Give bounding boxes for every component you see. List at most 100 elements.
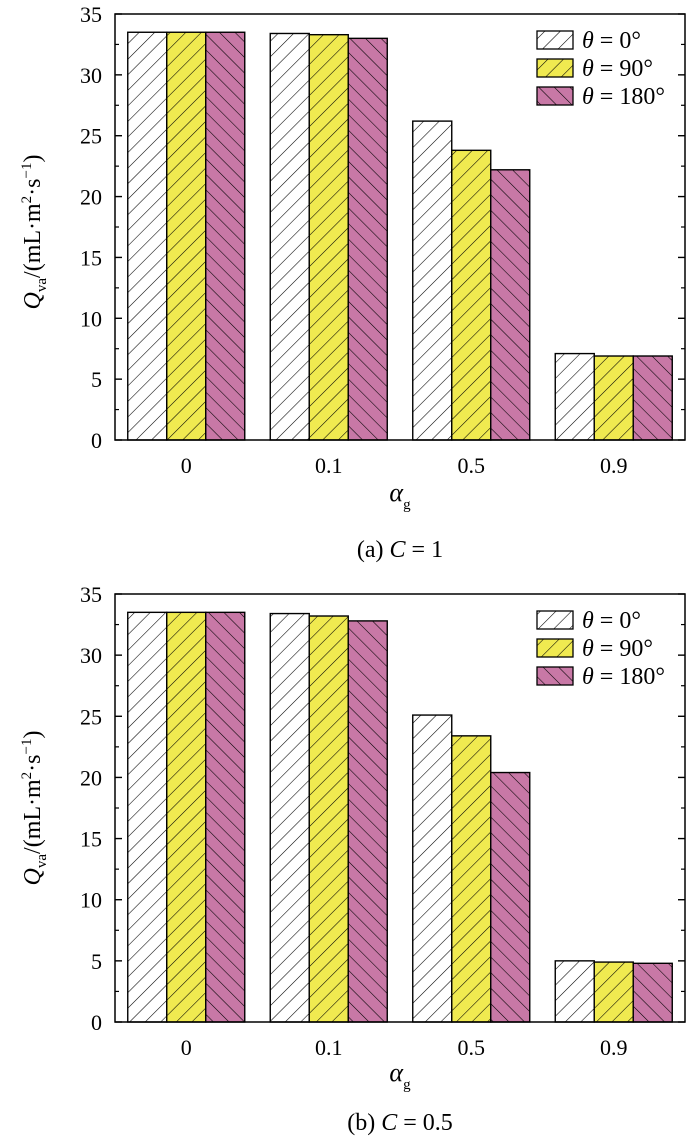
plot-area-a: 0 5 10 15 20 25 30 35 0 0.1 0.5 0.9 xyxy=(80,2,686,478)
bar-hatch xyxy=(127,31,168,441)
bar-a-s1-c0 xyxy=(166,31,207,441)
y-tick-label: 35 xyxy=(80,582,102,607)
bar-a-s0-c3 xyxy=(554,352,595,441)
x-axis-title-sub: g xyxy=(403,1077,411,1093)
legend-swatch xyxy=(536,610,574,630)
x-tick-label: 0.1 xyxy=(315,1035,343,1060)
x-tick-label: 0 xyxy=(181,453,192,478)
y-axis-title-unit: /(mL·m xyxy=(20,779,46,854)
bar-a-s0-c0 xyxy=(127,31,168,441)
caption-a: (a) C = 1 xyxy=(357,537,443,563)
x-tick-label: 0.5 xyxy=(458,453,486,478)
bar-b-s2-c0 xyxy=(205,611,246,1023)
y-tick-label: 15 xyxy=(80,827,102,852)
bar-b-s1-c2 xyxy=(451,735,492,1023)
legend-value: = 90° xyxy=(594,636,653,662)
caption-eq: = 0.5 xyxy=(397,1110,453,1136)
bar-hatch xyxy=(632,355,673,441)
x-tick-label: 0.9 xyxy=(600,1035,628,1060)
y-axis-title-mid: ·s xyxy=(20,178,46,195)
x-tick-label: 0.1 xyxy=(315,453,343,478)
legend-label: θ = 90° xyxy=(582,56,653,82)
caption-b: (b) C = 0.5 xyxy=(347,1110,453,1136)
legend-swatch xyxy=(536,30,574,50)
bar-a-s1-c1 xyxy=(308,33,349,441)
bar-a-s0-c2 xyxy=(412,120,453,441)
x-axis-title-sub: g xyxy=(403,497,411,513)
y-tick-label: 5 xyxy=(91,949,102,974)
legend-value: = 180° xyxy=(594,84,665,110)
x-tick-label: 0.9 xyxy=(600,453,628,478)
y-tick-label: 25 xyxy=(80,124,102,149)
bar-hatch xyxy=(166,31,207,441)
bar-b-s0-c3 xyxy=(554,960,595,1023)
bar-b-s2-c3 xyxy=(632,962,673,1023)
bar-hatch xyxy=(554,960,595,1023)
bar-hatch xyxy=(269,32,310,441)
legend-entry-1: θ = 90° xyxy=(536,636,653,662)
x-axis-title-a: αg xyxy=(389,478,411,513)
y-axis-title-end: ) xyxy=(20,155,46,163)
bar-hatch xyxy=(269,612,310,1023)
y-tick-label: 10 xyxy=(80,888,102,913)
legend-b: θ = 0°θ = 90°θ = 180° xyxy=(536,608,665,690)
y-tick-label: 15 xyxy=(80,245,102,270)
bar-hatch xyxy=(412,120,453,441)
x-axis-title-main: α xyxy=(389,478,404,507)
y-axis-title-unit: /(mL·m xyxy=(20,203,46,278)
bar-hatch xyxy=(490,771,531,1023)
legend-symbol: θ xyxy=(582,636,594,662)
bar-b-s2-c1 xyxy=(347,620,388,1023)
y-tick-label: 5 xyxy=(91,367,102,392)
legend-swatch xyxy=(536,58,574,78)
y-tick-label: 0 xyxy=(91,428,102,453)
y-axis-title-a: Qva/(mL·m2·s−1) xyxy=(19,155,50,310)
y-tick-label: 20 xyxy=(80,185,102,210)
bar-hatch xyxy=(127,611,168,1023)
bar-b-s0-c2 xyxy=(412,714,453,1023)
legend-swatch xyxy=(536,666,574,686)
legend-symbol: θ xyxy=(582,56,594,82)
legend-entry-1: θ = 90° xyxy=(536,56,653,82)
x-axis-title-b: αg xyxy=(389,1058,411,1093)
bar-hatch xyxy=(451,735,492,1023)
legend-label: θ = 0° xyxy=(582,28,641,54)
bar-b-s1-c3 xyxy=(593,961,634,1023)
legend-symbol: θ xyxy=(582,28,594,54)
y-tick-label: 20 xyxy=(80,765,102,790)
bar-hatch xyxy=(205,31,246,441)
y-tick-label: 0 xyxy=(91,1010,102,1035)
y-tick-label: 30 xyxy=(80,643,102,668)
bar-b-s1-c1 xyxy=(308,615,349,1023)
y-axis-title-end: ) xyxy=(20,731,46,739)
y-axis-title-main: Q xyxy=(20,292,46,309)
chart-panel-a: Qva/(mL·m2·s−1) 0 5 10 15 20 25 30 35 0 0.1 0.5 0.9… xyxy=(19,2,686,563)
caption-eq: = 1 xyxy=(406,537,444,563)
bar-hatch xyxy=(593,961,634,1023)
plot-area-b: 0 5 10 15 20 25 30 35 0 0.1 0.5 0.9 xyxy=(80,582,686,1060)
caption-prefix: (b) xyxy=(347,1110,381,1136)
bar-a-s1-c3 xyxy=(593,355,634,441)
bar-hatch xyxy=(554,352,595,441)
bar-hatch xyxy=(347,37,388,441)
y-axis-title-sup2: −1 xyxy=(19,739,35,755)
bar-b-s1-c0 xyxy=(166,611,207,1023)
svg-text:Qva/(mL·m2·s−1): Qva/(mL·m2·s−1) xyxy=(19,731,50,886)
bar-a-s2-c3 xyxy=(632,355,673,441)
legend-entry-2: θ = 180° xyxy=(536,84,665,110)
bar-hatch xyxy=(166,611,207,1023)
chart-panel-b: Qva/(mL·m2·s−1) 0 5 10 15 20 25 30 35 0 0.1 0.5 0.9… xyxy=(19,582,686,1136)
y-axis-title-sub: va xyxy=(34,278,50,293)
x-axis-title-main: α xyxy=(389,1058,404,1087)
legend-a: θ = 0°θ = 90°θ = 180° xyxy=(536,28,665,110)
legend-label: θ = 90° xyxy=(582,636,653,662)
bar-a-s2-c2 xyxy=(490,169,531,441)
y-tick-label: 25 xyxy=(80,704,102,729)
bar-a-s2-c0 xyxy=(205,31,246,441)
bar-hatch xyxy=(632,962,673,1023)
bar-hatch xyxy=(490,169,531,441)
bar-a-s1-c2 xyxy=(451,149,492,441)
bar-hatch xyxy=(451,149,492,441)
x-tick-label: 0.5 xyxy=(458,1035,486,1060)
legend-entry-0: θ = 0° xyxy=(536,28,641,54)
